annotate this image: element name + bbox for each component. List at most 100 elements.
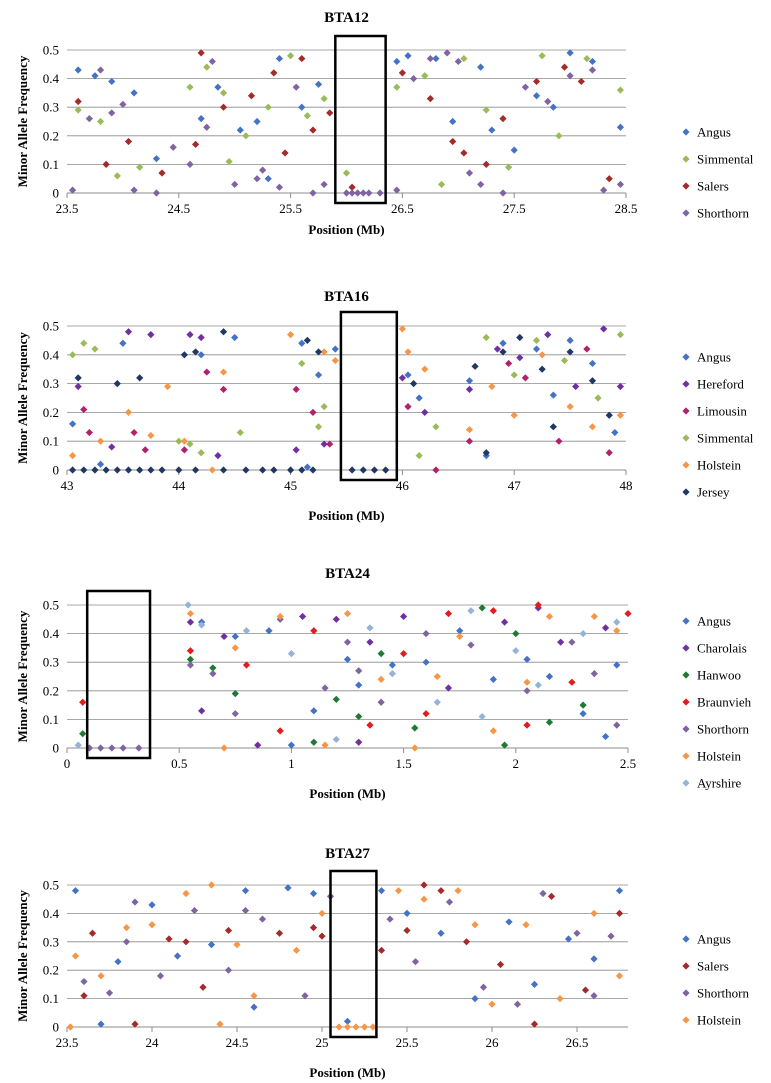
data-point [141,446,149,454]
series-holstein [68,325,625,474]
data-point [545,718,554,726]
chart-title: BTA16 [324,289,369,305]
data-point [398,325,406,333]
data-point [197,351,205,359]
data-point [197,115,205,123]
data-point [198,621,206,629]
data-point [615,909,624,917]
legend-marker [682,488,690,496]
data-point [264,175,272,183]
data-point [355,738,363,746]
data-point [545,612,554,621]
data-point [191,466,200,474]
data-point [253,175,261,183]
series-salers [80,881,624,1028]
data-point [560,63,569,71]
data-point [505,359,513,368]
data-point [136,466,144,474]
chart-bta12: BTA12 0 0.1 0.2 0.3 0.4 0.5 23.5 24.5 25.5 26.5 27.… [15,10,754,237]
data-point [616,331,625,339]
data-point [449,137,457,146]
data-point [287,466,295,474]
data-point [224,966,233,974]
data-point [505,163,513,171]
data-point [220,744,228,752]
data-point [259,166,267,174]
data-point [421,408,429,416]
data-point [275,183,284,191]
data-point [411,744,419,752]
data-point [241,887,250,895]
data-point [165,935,173,943]
data-point [208,466,216,474]
data-point [309,889,318,898]
data-point [555,437,563,445]
data-point [164,382,172,391]
series-angus [71,884,624,1028]
data-point [292,446,300,454]
data-point [594,394,602,402]
data-point [460,54,468,63]
data-point [197,449,205,457]
x-tick-label: 43 [61,478,74,493]
data-point [85,115,93,123]
data-point [207,941,216,949]
data-point [74,382,82,391]
data-point [549,423,557,431]
data-point [314,423,323,431]
data-point [231,333,239,342]
data-point [573,929,581,937]
y-tick-label: 0.1 [43,157,59,172]
data-point [80,405,88,414]
data-point [488,382,496,391]
data-point [348,466,356,474]
data-point [471,362,479,370]
data-point [478,712,486,721]
data-point [489,675,497,683]
data-point [214,83,222,91]
data-point [615,887,624,895]
data-point [124,328,133,336]
data-point [400,650,408,658]
data-point [216,1020,224,1028]
data-point [566,403,574,411]
data-point [80,466,88,474]
data-point [80,992,88,1000]
data-point [432,54,440,63]
data-point [355,712,363,721]
y-tick-label: 0.4 [43,906,60,921]
data-point [532,345,541,353]
data-point [465,385,474,393]
data-point [360,1023,369,1031]
data-point [560,356,569,365]
legend-label: Ayrshire [697,776,742,791]
data-point [219,103,228,111]
data-point [590,992,598,1000]
data-point [467,607,475,615]
x-axis-label: Position (Mb) [309,1065,385,1080]
data-point [616,86,625,94]
legend-label: Charolais [697,641,747,656]
data-point [355,681,363,689]
data-point [119,100,127,108]
series-holstein [66,881,624,1031]
data-point [409,380,418,388]
data-point [465,437,474,445]
data-point [66,1023,74,1031]
data-point [566,348,574,356]
legend-label: Simmental [697,431,754,446]
data-point [421,72,429,80]
data-point [314,348,323,356]
data-point [489,727,497,735]
data-point [197,49,205,57]
data-point [601,732,610,741]
y-tick-label: 0 [53,186,60,201]
data-point [343,1023,352,1031]
data-point [102,466,110,474]
data-point [409,75,418,83]
data-point [432,423,440,431]
data-point [184,601,192,609]
data-point [180,446,188,454]
data-point [544,97,552,106]
data-point [538,351,546,359]
